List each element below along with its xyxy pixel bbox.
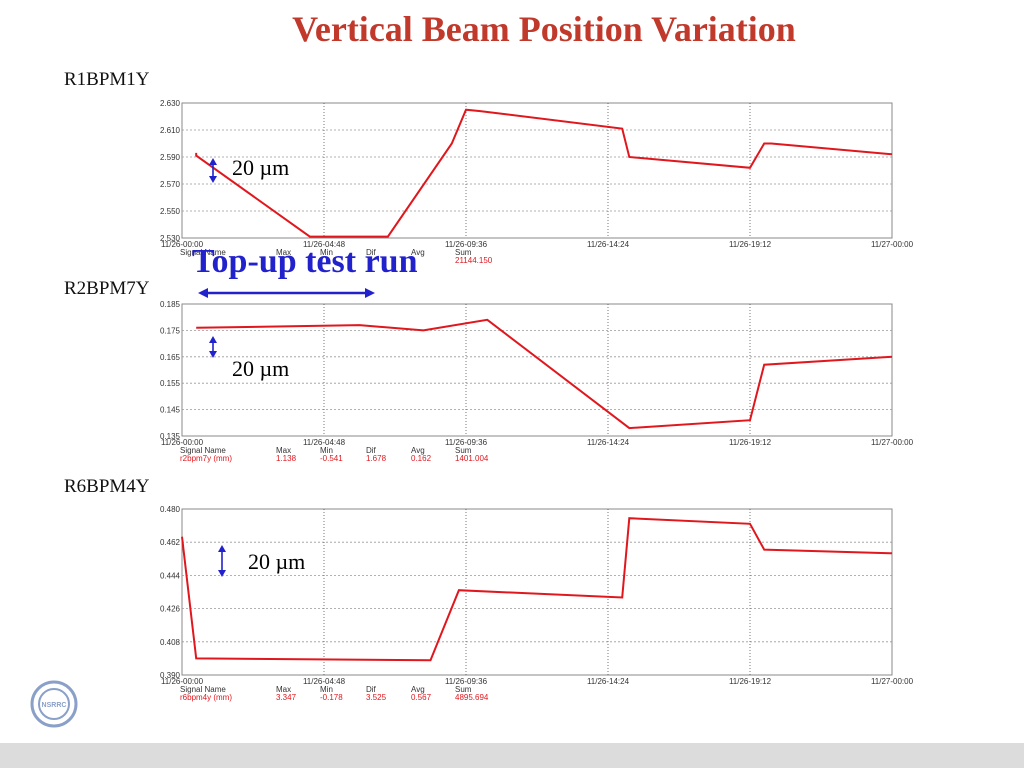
scale-text-1: 20 µm [232,155,290,180]
y-tick-label: 0.426 [160,605,181,614]
legend-value: 1401.004 [455,454,489,463]
legend-header: Dif [366,446,377,455]
nsrrc-logo-icon: NSRRC [30,680,78,728]
legend-header: Min [320,446,333,455]
legend-header: Signal Name [180,248,226,257]
legend-header: Sum [455,248,472,257]
x-tick-label: 11/26-04:48 [303,438,346,447]
x-tick-label: 11/26-00:00 [161,438,204,447]
legend-header: Avg [411,248,425,257]
legend-header: Min [320,248,333,257]
y-tick-label: 0.444 [160,571,181,580]
y-tick-label: 0.145 [160,406,181,415]
footer-band [0,743,1024,768]
y-tick-label: 2.610 [160,126,181,135]
topup-arrow-right-icon [365,288,375,298]
legend-header: Min [320,685,333,694]
x-tick-label: 11/27-00:00 [871,677,914,686]
x-tick-label: 11/26-19:12 [729,677,772,686]
legend-value: 1.138 [276,454,297,463]
x-tick-label: 11/26-19:12 [729,240,772,249]
scale-text-2: 20 µm [232,356,290,381]
series-line [195,108,893,238]
x-tick-label: 11/26-14:24 [587,438,630,447]
y-tick-label: 0.135 [160,432,181,441]
x-tick-label: 11/27-00:00 [871,438,914,447]
legend-header: Max [276,685,291,694]
plot-frame [181,102,893,239]
x-tick-label: 11/26-14:24 [587,240,630,249]
y-tick-label: 0.408 [160,638,181,647]
scale-text-3: 20 µm [248,549,306,574]
scale-arrow-down-icon [218,570,226,577]
slide-title: Vertical Beam Position Variation [292,9,796,49]
legend-header: Max [276,446,291,455]
x-tick-label: 11/26-00:00 [161,240,204,249]
legend-value: r2bpm7y (mm) [180,454,232,463]
series-line [196,318,893,430]
legend-header: Avg [411,446,425,455]
x-tick-label: 11/26-14:24 [587,677,630,686]
y-tick-label: 0.185 [160,300,181,309]
y-tick-label: 0.462 [160,538,181,547]
y-tick-label: 0.480 [160,505,181,514]
y-tick-label: 2.570 [160,180,181,189]
y-tick-label: 2.530 [160,234,181,243]
scale-arrow-down-icon [209,176,217,183]
legend-value: 0.162 [411,454,432,463]
legend-header: Dif [366,685,377,694]
legend-value: 21144.150 [455,256,493,265]
topup-arrow-left-icon [198,288,208,298]
y-tick-label: 2.590 [160,153,181,162]
panel-label-r1bpm1y: R1BPM1Y [64,69,150,90]
legend-header: Signal Name [180,685,226,694]
scale-arrow-up-icon [209,158,217,165]
plot-frame [181,508,893,676]
x-tick-label: 11/26-09:36 [445,240,488,249]
legend-header: Sum [455,685,472,694]
panel-label-r2bpm7y: R2BPM7Y [64,278,150,299]
scale-arrow-up-icon [218,545,226,552]
legend-value: 3.525 [366,693,387,702]
x-tick-label: 11/26-04:48 [303,677,346,686]
legend-header: Dif [366,248,377,257]
topup-annotation: Top-up test run [192,243,418,280]
legend-value: 4895.694 [455,693,489,702]
legend-header: Sum [455,446,472,455]
legend-value: r6bpm4y (mm) [180,693,232,702]
panel-label-r6bpm4y: R6BPM4Y [64,476,150,497]
y-tick-label: 2.630 [160,99,181,108]
x-tick-label: 11/26-09:36 [445,438,488,447]
x-tick-label: 11/26-19:12 [729,438,772,447]
legend-header: Max [276,248,291,257]
legend-header: Avg [411,685,425,694]
x-tick-label: 11/26-04:48 [303,240,346,249]
legend-value: 1.678 [366,454,387,463]
series-line [181,517,893,662]
scale-arrow-down-icon [209,351,217,358]
y-tick-label: 0.155 [160,379,181,388]
y-tick-label: 0.175 [160,326,181,335]
x-tick-label: 11/26-09:36 [445,677,488,686]
y-tick-label: 0.165 [160,353,181,362]
y-tick-label: 2.550 [160,207,181,216]
x-tick-label: 11/26-00:00 [161,677,204,686]
legend-header: Signal Name [180,446,226,455]
y-tick-label: 0.390 [160,671,181,680]
x-tick-label: 11/27-00:00 [871,240,914,249]
scale-arrow-up-icon [209,336,217,343]
legend-value: 0.567 [411,693,432,702]
legend-value: -0.178 [320,693,343,702]
svg-text:NSRRC: NSRRC [42,702,67,709]
legend-value: -0.541 [320,454,343,463]
legend-value: 3.347 [276,693,297,702]
